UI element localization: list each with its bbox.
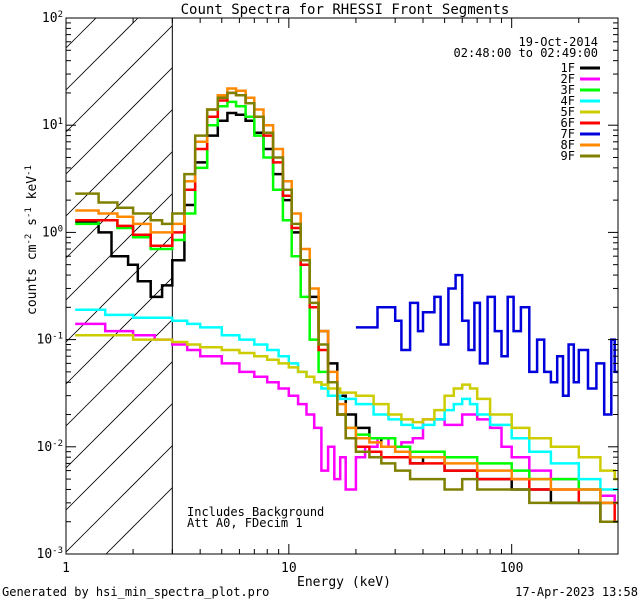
x-tick-label: 100 [500, 561, 523, 576]
hatch-line [66, 0, 172, 6]
y-tick-mantissa: 10 [37, 547, 53, 562]
hatch-line [66, 18, 97, 49]
legend-label-1f: 1F [561, 61, 575, 75]
y-tick-label: 10-2 [37, 439, 64, 455]
legend-label-8f: 8F [561, 138, 575, 152]
y-tick-exponent: 0 [58, 224, 63, 234]
hatch-line [66, 445, 173, 553]
y-tick-mantissa: 10 [42, 11, 58, 26]
y-axis-title-part: keV [25, 176, 40, 207]
legend-label-2f: 2F [561, 72, 575, 86]
y-tick-mantissa: 10 [37, 440, 53, 455]
x-tick-labels: 1 10 100 [62, 561, 523, 576]
x-tick-label: 10 [281, 561, 297, 576]
hatch-line [105, 487, 173, 554]
hatch-line [66, 109, 173, 217]
plot-frame [65, 17, 619, 555]
y-tick-exponent: -1 [52, 332, 63, 342]
series-7f-line [355, 273, 618, 416]
axis-ticks [65, 17, 619, 555]
y-tick-exponent: 1 [58, 117, 63, 127]
series-group [75, 87, 618, 523]
legend-label-7f: 7F [561, 127, 575, 141]
hatch-line [66, 25, 173, 133]
legend-label-6f: 6F [561, 116, 575, 130]
legend-label-3f: 3F [561, 83, 575, 97]
series-4f-line [75, 308, 618, 491]
series-2f-line [75, 322, 618, 505]
generated-by-footer: Generated by hsi_min_spectra_plot.pro [2, 585, 269, 599]
y-tick-exponent: -3 [52, 546, 63, 556]
y-axis-title: counts cm-2 s-1 keV-1 [24, 165, 40, 315]
y-axis-title-part: counts cm [25, 244, 40, 315]
y-tick-label: 100 [42, 224, 63, 240]
series-5f-line [75, 333, 618, 481]
y-tick-exponent: 2 [58, 10, 63, 20]
background-note: Includes Background [187, 505, 324, 519]
y-tick-mantissa: 10 [42, 225, 58, 240]
attenuator-note: Att A0, FDecim 1 [187, 516, 303, 530]
hatch-line [66, 235, 173, 343]
legend-label-9f: 9F [561, 149, 575, 163]
date-annotation: 19-Oct-2014 [519, 35, 598, 49]
y-axis-title-exponent: -1 [24, 165, 34, 176]
hatch-line [66, 151, 173, 259]
y-tick-mantissa: 10 [42, 118, 58, 133]
y-tick-label: 101 [42, 117, 63, 133]
chart-title: Count Spectra for RHESSI Front Segments [181, 2, 510, 18]
x-axis-title: Energy (keV) [297, 575, 391, 590]
hatch-line [66, 18, 139, 91]
series-3f-line [75, 100, 618, 505]
legend-label-5f: 5F [561, 105, 575, 119]
hatch-line [66, 403, 173, 511]
timestamp-footer: 17-Apr-2023 13:58 [515, 585, 638, 599]
y-tick-mantissa: 10 [37, 333, 53, 348]
y-tick-exponent: -2 [52, 439, 63, 449]
time-range-annotation: 02:48:00 to 02:49:00 [454, 46, 599, 60]
hatch-line [66, 67, 173, 175]
y-tick-label: 10-3 [37, 546, 64, 562]
y-axis-title-part: s [25, 218, 40, 234]
hatch-line [66, 193, 173, 301]
series-9f-line [75, 91, 618, 523]
y-axis-title-exponent: -1 [24, 207, 34, 218]
y-tick-label: 10-1 [37, 332, 64, 348]
y-axis-title-exponent: -2 [24, 234, 34, 245]
legend-label-4f: 4F [561, 94, 575, 108]
hatch-line [66, 361, 173, 469]
x-tick-label: 1 [62, 561, 70, 576]
y-tick-label: 102 [42, 10, 63, 26]
